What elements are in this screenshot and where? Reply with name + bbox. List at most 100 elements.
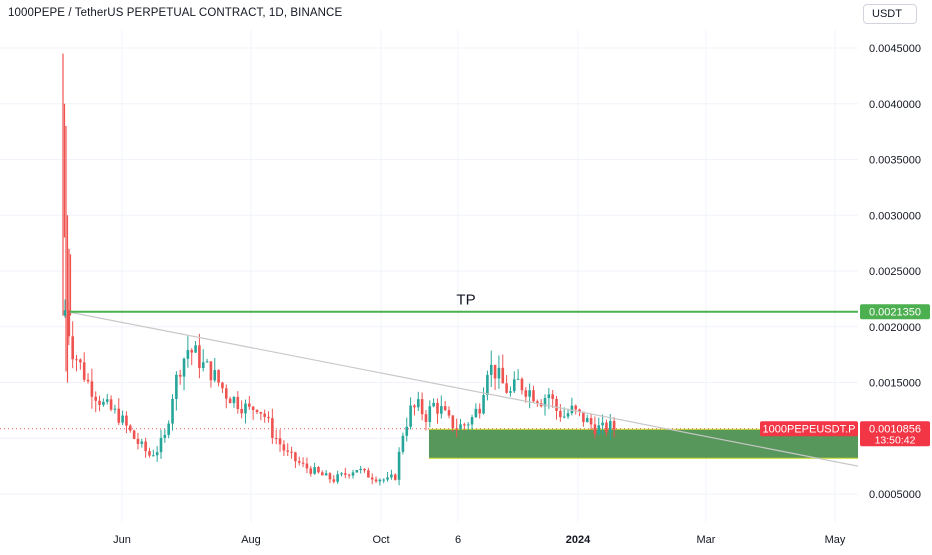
candle-body (390, 474, 393, 478)
candle-body (117, 408, 121, 423)
candle-body (163, 434, 167, 438)
candle-body (443, 406, 447, 411)
candle-body (374, 479, 378, 482)
candle-body (167, 423, 170, 435)
candle-body (324, 473, 328, 476)
trendline-stroke[interactable] (69, 311, 859, 467)
candle-body (428, 406, 432, 422)
candle-body (436, 402, 439, 414)
candle-body (136, 438, 140, 444)
candle-body (282, 444, 286, 451)
candle-body (244, 403, 247, 414)
candle-body (466, 424, 470, 426)
candle-body (570, 405, 574, 414)
candle-body (612, 421, 616, 430)
x-tick-label: 6 (455, 534, 461, 546)
candle-body (98, 400, 101, 405)
candle-body (585, 418, 589, 423)
candle-body (482, 395, 485, 414)
candle-body (512, 379, 516, 392)
time-axis[interactable]: Jun Aug Oct 6 2024 Mar May (113, 534, 846, 546)
candle-body (113, 408, 117, 410)
candle-body (486, 374, 489, 396)
candle-body (344, 473, 347, 475)
candle-body (317, 467, 320, 473)
candle-body (459, 424, 462, 430)
candle-body (205, 361, 209, 363)
candle-body (140, 441, 144, 444)
candle-body (224, 388, 228, 399)
candle-body (190, 350, 194, 353)
candle-body (286, 450, 290, 452)
candle-body (209, 361, 213, 381)
candle-body (128, 425, 132, 431)
candle-body (75, 359, 78, 361)
candle-body (378, 479, 382, 482)
candle-body (186, 350, 190, 359)
y-tick-label: 0.0005000 (869, 489, 921, 501)
candle-body (328, 473, 332, 480)
candle-body (67, 310, 71, 337)
candle-body (347, 474, 351, 476)
candle-body (171, 398, 174, 424)
candle-body (86, 379, 90, 382)
candle-body (320, 472, 324, 476)
candle-body (501, 367, 505, 384)
candle-body (221, 382, 224, 389)
candle-body (416, 399, 420, 408)
candle-body (470, 417, 474, 425)
candle-body (432, 402, 435, 407)
candle-body (109, 399, 113, 410)
candle-body (90, 381, 94, 397)
candle-body (386, 477, 389, 480)
y-tick-label: 0.0025000 (869, 266, 921, 278)
candle-body (578, 409, 581, 412)
candle-body (409, 405, 412, 427)
candle-body (455, 428, 458, 430)
candle-body (363, 468, 366, 471)
candle-body (255, 409, 259, 413)
candle-body (178, 374, 182, 377)
candle-body (336, 474, 339, 482)
symbol-label: 1000PEPEUSDT.P (763, 424, 856, 436)
candle-body (148, 451, 151, 456)
candle-body (121, 415, 124, 423)
candle-body (532, 390, 535, 402)
candle-body (405, 426, 409, 436)
last-price-tag: 0.0010856 13:50:42 (860, 421, 930, 447)
candle-body (102, 401, 105, 405)
candle-body (597, 425, 601, 435)
candle-body (144, 441, 147, 452)
symbol-title[interactable]: 1000PEPE / TetherUS PERPETUAL CONTRACT, … (8, 7, 343, 19)
y-tick-label: 0.0015000 (869, 378, 921, 390)
candle-body (424, 414, 428, 422)
candle-body (463, 424, 466, 426)
last-price-value: 0.0010856 (869, 424, 921, 436)
candle-body (524, 390, 528, 397)
symbol-price-tag: 1000PEPEUSDT.P (760, 421, 858, 437)
x-tick-label: Jun (113, 534, 131, 546)
candle-body (194, 345, 197, 353)
candle-body (159, 437, 163, 453)
candle-body (582, 411, 585, 423)
candle-body (601, 422, 604, 426)
candle-body (232, 396, 236, 404)
candle-body (520, 378, 524, 391)
candle-body (217, 370, 220, 383)
candle-body (201, 362, 205, 369)
candle-body (562, 416, 566, 418)
candle-body (71, 336, 74, 360)
candle-body (132, 430, 136, 439)
candle-body (155, 452, 159, 456)
tp-label[interactable]: TP (456, 292, 475, 309)
candle-body (182, 358, 186, 377)
candle-body (420, 399, 424, 415)
candle-body (440, 406, 443, 414)
candle-body (198, 345, 201, 369)
candle-body (105, 399, 109, 402)
candle-body (555, 398, 558, 411)
candle-body (290, 451, 293, 453)
currency-button[interactable]: USDT (863, 4, 917, 24)
